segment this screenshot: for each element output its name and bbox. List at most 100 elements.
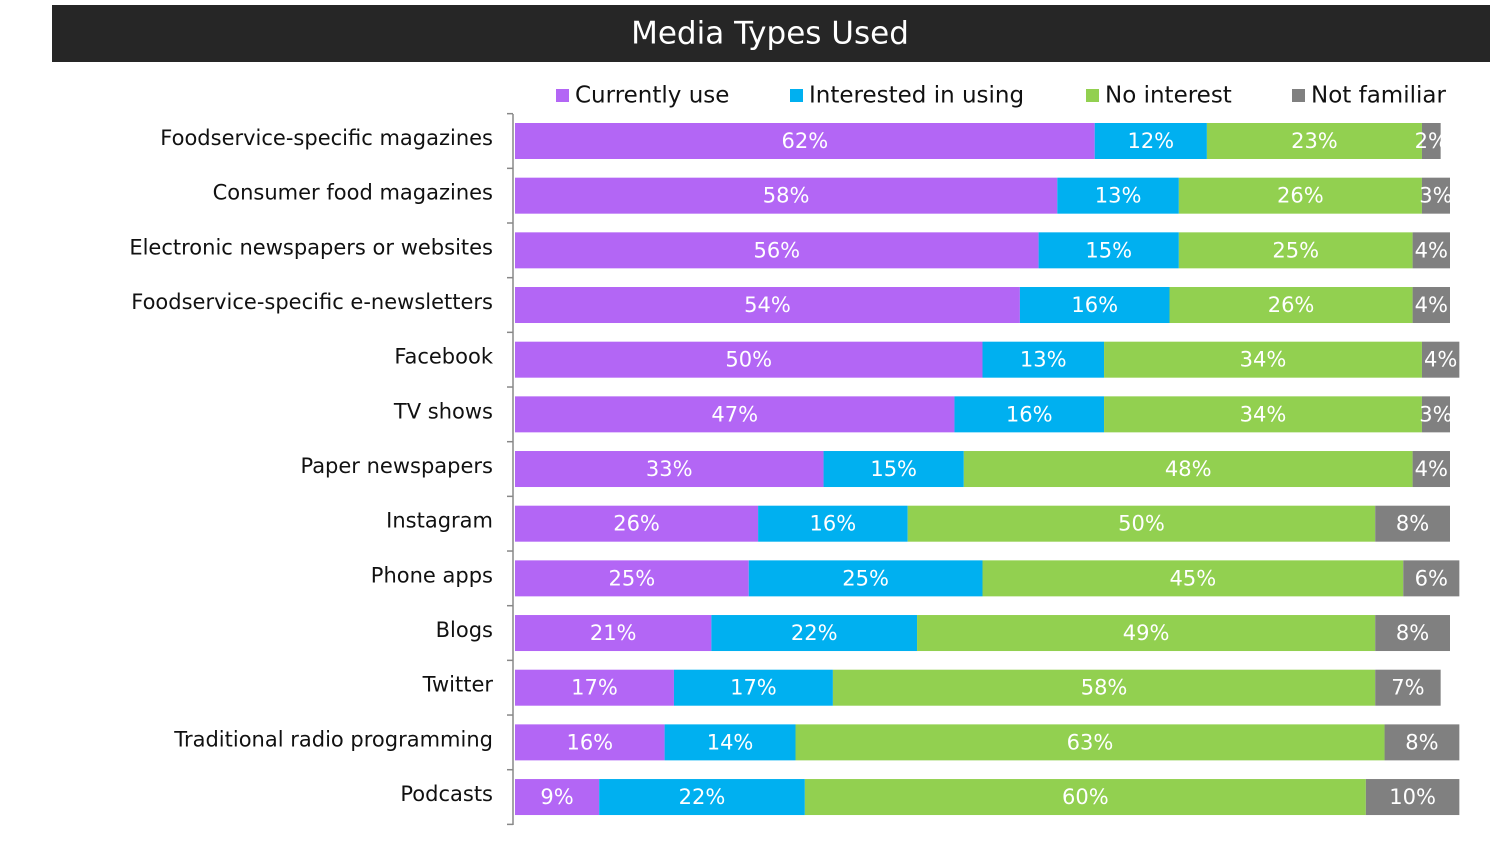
bar-segment <box>1421 177 1450 214</box>
value-label: 63% <box>1067 730 1114 754</box>
value-label: 9% <box>540 785 573 809</box>
bar-segment <box>907 505 1376 542</box>
value-label: 58% <box>1081 676 1128 700</box>
category-label: Instagram <box>386 509 493 533</box>
legend-label: Currently use <box>575 83 729 109</box>
category-label: Phone apps <box>371 563 493 587</box>
value-label: 16% <box>1071 293 1118 317</box>
legend-label: Interested in using <box>809 83 1024 109</box>
bar-segment <box>1421 123 1441 159</box>
value-label: 3% <box>1419 402 1452 426</box>
bar-segment <box>1412 451 1450 488</box>
bar-segment <box>795 724 1385 761</box>
value-label: 33% <box>646 457 693 481</box>
value-label: 26% <box>1268 293 1315 317</box>
bar-segment <box>1421 396 1450 433</box>
bar-segment <box>1104 341 1422 378</box>
value-label: 13% <box>1095 184 1142 208</box>
category-label: Blogs <box>436 618 493 642</box>
value-label: 25% <box>609 566 656 590</box>
value-label: 34% <box>1240 402 1287 426</box>
category-label: Traditional radio programming <box>173 727 493 751</box>
legend-label: Not familiar <box>1311 83 1446 109</box>
value-label: 22% <box>679 785 726 809</box>
chart-title: Media Types Used <box>631 16 909 52</box>
value-label: 17% <box>571 676 618 700</box>
value-label: 34% <box>1240 348 1287 372</box>
value-label: 23% <box>1291 129 1338 153</box>
bar-segment <box>1384 724 1460 761</box>
value-label: 17% <box>730 676 777 700</box>
value-label: 56% <box>753 238 800 262</box>
bar-segment <box>515 724 665 761</box>
value-label: 26% <box>613 512 660 536</box>
value-label: 54% <box>744 293 791 317</box>
value-label: 15% <box>1085 238 1132 262</box>
bar-segment <box>748 560 983 597</box>
bar-segment <box>515 451 824 488</box>
legend-swatch <box>790 89 803 102</box>
bar-segment <box>711 615 918 652</box>
legend-swatch <box>1292 89 1305 102</box>
value-label: 25% <box>842 566 889 590</box>
value-label: 3% <box>1419 184 1452 208</box>
bar-segment <box>599 779 805 816</box>
bar-segment <box>1375 505 1450 542</box>
bar-segment <box>982 341 1105 378</box>
bar-segment <box>1206 123 1422 159</box>
bar-segment <box>758 505 908 542</box>
category-label: Foodservice-specific e-newsletters <box>131 290 493 314</box>
bar-segment <box>917 615 1376 652</box>
bar-segment <box>804 779 1366 816</box>
legend-swatch <box>1086 89 1099 102</box>
category-label: Consumer food magazines <box>213 181 493 205</box>
value-label: 2% <box>1415 129 1448 153</box>
category-label: Electronic newspapers or websites <box>129 235 493 259</box>
bar-segment <box>954 396 1105 433</box>
bar-segment <box>963 451 1413 488</box>
bar-segment <box>515 505 759 542</box>
bar-segment <box>982 560 1404 597</box>
category-label: Podcasts <box>400 782 493 806</box>
bar-segment <box>515 123 1095 159</box>
bar-segment <box>515 177 1058 214</box>
bar-segment <box>1094 123 1207 159</box>
value-label: 4% <box>1415 293 1448 317</box>
title-bar <box>52 5 1490 62</box>
value-label: 47% <box>711 402 758 426</box>
bar-segment <box>1057 177 1179 214</box>
value-label: 7% <box>1391 676 1424 700</box>
category-label: TV shows <box>393 399 493 423</box>
value-label: 15% <box>870 457 917 481</box>
value-label: 26% <box>1277 184 1324 208</box>
value-label: 45% <box>1170 566 1217 590</box>
bar-segment <box>515 287 1020 324</box>
value-label: 25% <box>1272 238 1319 262</box>
value-label: 48% <box>1165 457 1212 481</box>
value-label: 62% <box>782 129 829 153</box>
bar-segment <box>1169 287 1413 324</box>
legend-label: No interest <box>1105 83 1232 109</box>
category-label: Facebook <box>394 345 494 369</box>
category-label: Paper newspapers <box>300 454 493 478</box>
category-label: Twitter <box>422 673 494 697</box>
bar-segment <box>515 779 600 816</box>
bar-segment <box>1038 232 1179 269</box>
value-label: 4% <box>1424 348 1457 372</box>
bar-segment <box>515 396 955 433</box>
value-label: 8% <box>1405 730 1438 754</box>
value-label: 49% <box>1123 621 1170 645</box>
bar-segment <box>1104 396 1422 433</box>
value-label: 16% <box>566 730 613 754</box>
value-label: 6% <box>1415 566 1448 590</box>
bar-segment <box>1019 287 1170 324</box>
bar-segment <box>1412 287 1450 324</box>
value-label: 16% <box>1006 402 1053 426</box>
bar-segment <box>515 615 712 652</box>
bar-segment <box>1412 232 1450 269</box>
bar-segment <box>664 724 796 761</box>
bar-segment <box>673 669 833 706</box>
bar-segment <box>515 341 983 378</box>
bar-segment <box>1375 669 1441 706</box>
